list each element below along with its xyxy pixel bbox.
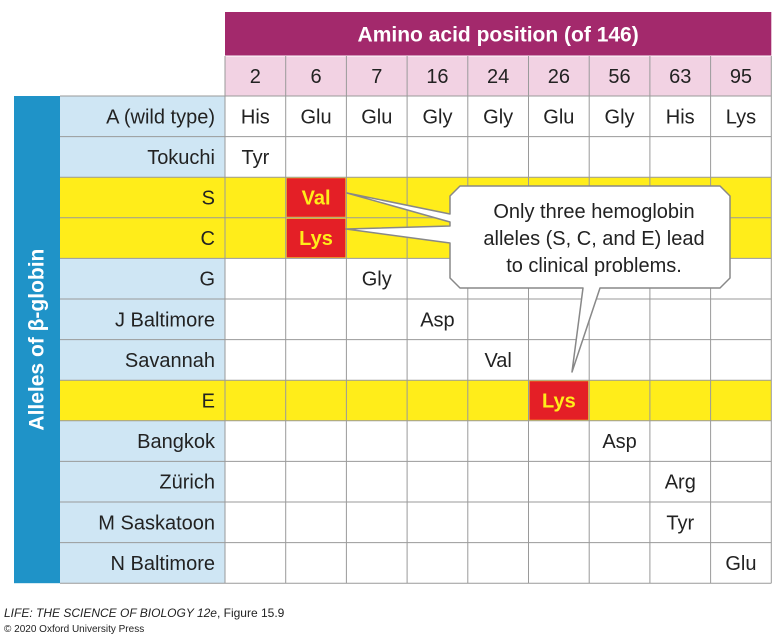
amino-acid-value: Tyr <box>666 512 694 534</box>
amino-acid-value: Val <box>484 350 511 372</box>
mutation-value: Val <box>302 188 331 210</box>
position-label: 16 <box>426 66 448 88</box>
amino-acid-value: Tyr <box>241 147 269 169</box>
allele-label: M Saskatoon <box>98 512 215 534</box>
copyright-notice: © 2020 Oxford University Press <box>4 624 145 635</box>
clinical-mutation-cell <box>529 381 589 420</box>
position-label: 56 <box>608 66 630 88</box>
amino-acid-value: Lys <box>726 106 756 128</box>
allele-label: E <box>202 391 215 413</box>
clinical-mutation-cell <box>286 178 346 217</box>
allele-label: J Baltimore <box>115 309 215 331</box>
callout-bubble <box>345 185 731 373</box>
amino-acid-value: Gly <box>362 269 392 291</box>
clinical-mutation-cell <box>286 218 346 258</box>
allele-label: G <box>199 269 215 291</box>
figure-caption: LIFE: THE SCIENCE OF BIOLOGY 12e, Figure… <box>4 606 284 620</box>
position-label: 63 <box>669 66 691 88</box>
allele-label: Bangkok <box>137 431 216 453</box>
mutation-value: Lys <box>299 228 333 250</box>
callout-text-line: alleles (S, C, and E) lead <box>483 228 704 250</box>
amino-acid-value: Arg <box>665 472 696 494</box>
book-title: LIFE: THE SCIENCE OF BIOLOGY 12e <box>4 606 217 620</box>
callout-text-line: Only three hemoglobin <box>493 201 694 223</box>
amino-acid-value: Gly <box>422 106 452 128</box>
allele-label: C <box>201 228 215 250</box>
side-label-band <box>14 96 60 584</box>
amino-acid-value: Gly <box>605 106 635 128</box>
allele-label: A (wild type) <box>106 106 215 128</box>
amino-acid-value: Glu <box>300 106 331 128</box>
amino-acid-value: Glu <box>361 106 392 128</box>
position-label: 24 <box>487 66 509 88</box>
amino-acid-value: Asp <box>420 309 454 331</box>
allele-label: Zürich <box>159 472 215 494</box>
header-title: Amino acid position (of 146) <box>358 24 639 47</box>
amino-acid-value: Glu <box>543 106 574 128</box>
callout-text-line: to clinical problems. <box>506 255 682 277</box>
position-label: 6 <box>310 66 321 88</box>
position-label: 2 <box>250 66 261 88</box>
mutation-value: Lys <box>542 391 576 413</box>
position-label: 95 <box>730 66 752 88</box>
position-label: 7 <box>371 66 382 88</box>
position-header-band <box>225 56 772 96</box>
allele-label: Savannah <box>125 350 215 372</box>
highlight-row <box>60 380 772 421</box>
figure-number: , Figure 15.9 <box>216 606 285 620</box>
side-label: Alleles of β-globin <box>26 249 49 431</box>
amino-acid-value: His <box>666 106 695 128</box>
amino-acid-value: Asp <box>602 431 636 453</box>
amino-acid-value: Gly <box>483 106 513 128</box>
position-label: 26 <box>548 66 570 88</box>
allele-label: N Baltimore <box>111 553 215 575</box>
amino-acid-value: His <box>241 106 270 128</box>
amino-acid-value: Glu <box>725 553 756 575</box>
header-title-band <box>225 12 772 56</box>
allele-label: S <box>202 188 215 210</box>
allele-label: Tokuchi <box>147 147 215 169</box>
